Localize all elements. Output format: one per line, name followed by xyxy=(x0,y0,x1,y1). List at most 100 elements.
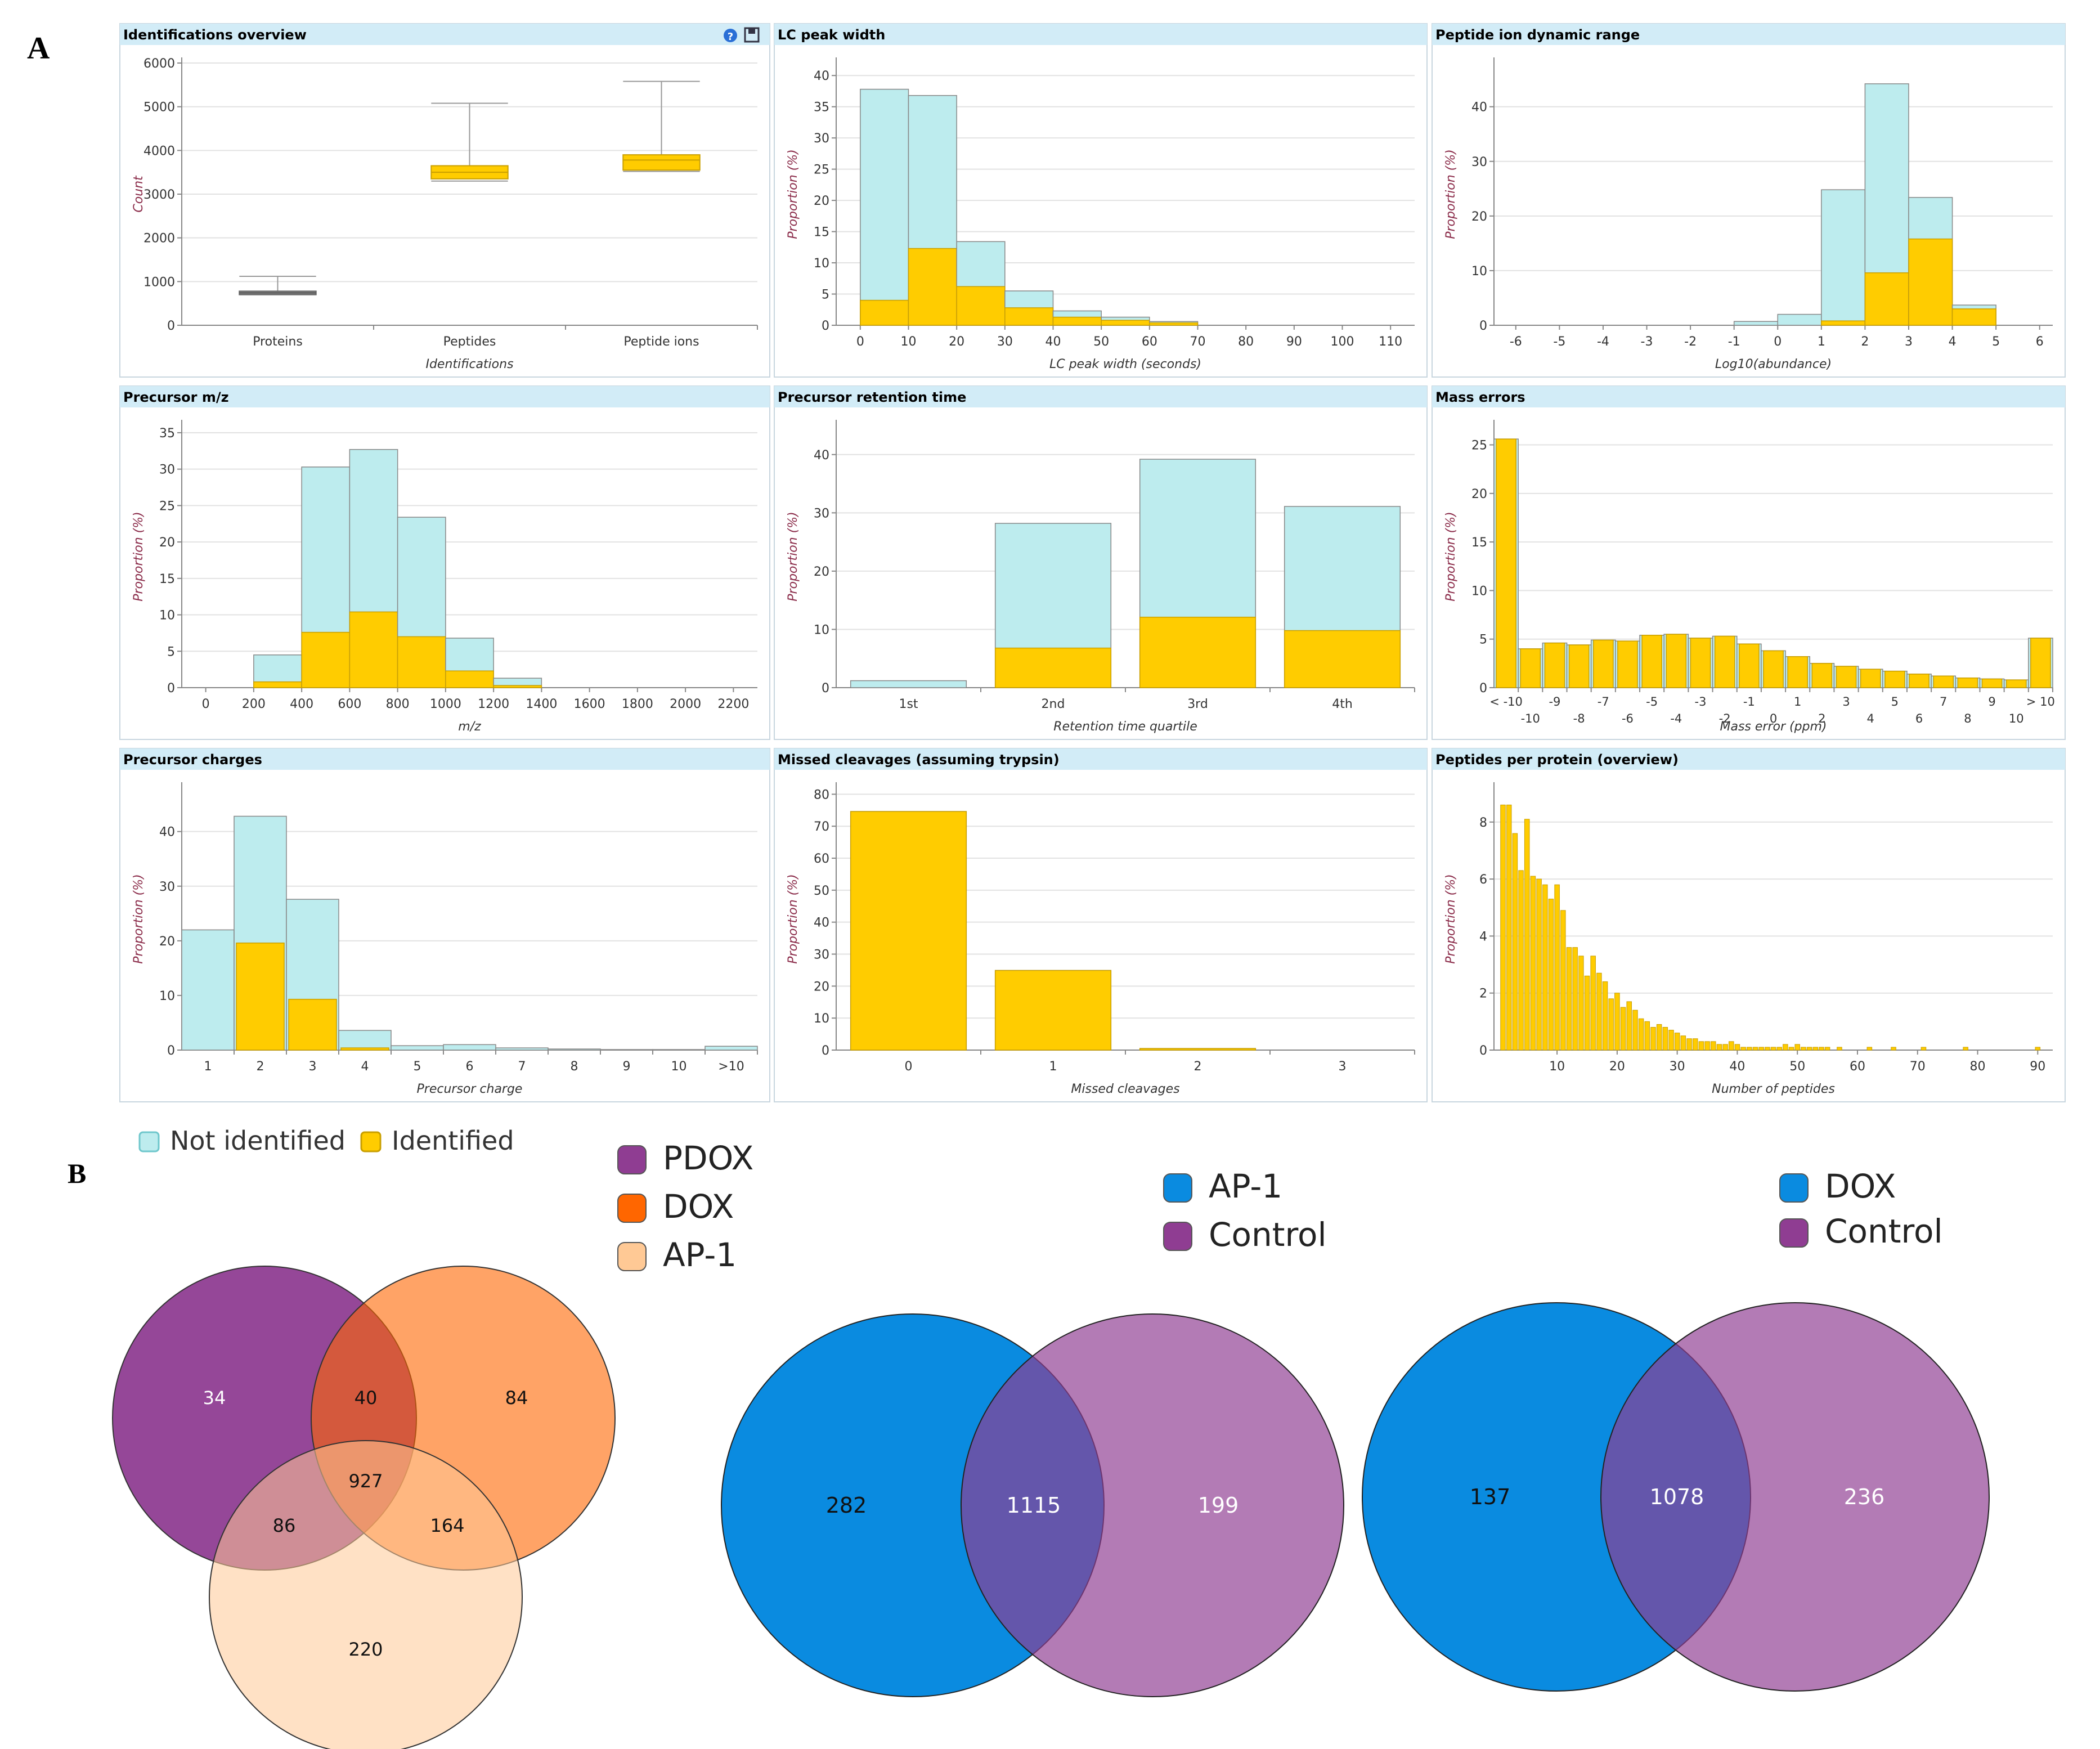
bar-identified xyxy=(1812,1047,1819,1051)
venn3-ap1-only: 220 xyxy=(348,1639,383,1660)
bar-identified xyxy=(2030,638,2051,688)
venn2-control-only: 199 xyxy=(1198,1493,1239,1518)
x-tick-label: -7 xyxy=(1598,695,1609,708)
x-axis-label: Precursor charge xyxy=(417,1082,523,1096)
bar-identified xyxy=(1920,1047,1927,1051)
chart-identifications: Identifications overview ? 0 1000 2000 3000 40… xyxy=(119,23,770,378)
bar-identified xyxy=(1752,1047,1758,1051)
bar-identified xyxy=(1512,833,1518,1051)
venn-circle-ap1 xyxy=(209,1440,523,1749)
x-tick-label: 30 xyxy=(997,335,1013,349)
bar-identified xyxy=(1524,819,1530,1051)
x-tick-label: 20 xyxy=(949,335,964,349)
x-tick-label: < -10 xyxy=(1489,695,1523,708)
y-tick-label: 35 xyxy=(159,427,175,441)
x-axis-label: Retention time quartile xyxy=(1053,720,1197,734)
bar-identified xyxy=(1518,870,1524,1051)
x-tick-label: 2nd xyxy=(1042,697,1065,711)
x-tick-label: -1 xyxy=(1728,335,1740,349)
bar-identified xyxy=(994,970,1112,1051)
x-tick-label: 7 xyxy=(518,1060,526,1074)
venn-three-set: 34 40 84 927 86 164 220 xyxy=(112,1266,616,1749)
bar-identified xyxy=(1149,322,1199,326)
x-tick-label: -4 xyxy=(1597,335,1609,349)
x-tick-label: 7 xyxy=(1940,695,1947,708)
chart-header xyxy=(120,748,770,770)
x-tick-label: 2 xyxy=(1818,712,1825,725)
bar-identified xyxy=(1821,320,1866,326)
bar-identified xyxy=(2035,1047,2041,1051)
x-tick-label: 1 xyxy=(1794,695,1801,708)
y-tick-label: 10 xyxy=(1471,264,1487,279)
bar-identified xyxy=(1608,998,1614,1051)
bar-identified xyxy=(1596,972,1602,1051)
x-tick-label: 1st xyxy=(899,697,918,711)
y-tick-label: 10 xyxy=(1471,584,1487,598)
bar-not-identified xyxy=(391,1045,444,1051)
x-tick-label: 0 xyxy=(1770,712,1777,725)
bar-identified xyxy=(1716,1044,1722,1051)
x-tick-label: 30 xyxy=(1670,1060,1685,1074)
chart-header xyxy=(120,24,770,45)
x-tick-label: -2 xyxy=(1684,335,1697,349)
venn2-both: 1115 xyxy=(1007,1493,1061,1518)
y-tick-label: 25 xyxy=(159,499,175,513)
figure-label-a: A xyxy=(27,31,50,66)
bar-not-identified xyxy=(860,88,909,326)
chart-header xyxy=(774,748,1427,770)
bar-identified xyxy=(1617,640,1638,688)
help-icon: ? xyxy=(724,29,737,43)
y-tick-label: 6000 xyxy=(143,57,175,71)
bar-identified xyxy=(1692,1038,1698,1051)
chart-title: Peptides per protein (overview) xyxy=(1435,752,1679,768)
bar-identified xyxy=(1638,1018,1644,1051)
venn3-dox-ap1: 164 xyxy=(430,1515,464,1536)
venn3-pdox-dox: 40 xyxy=(355,1387,378,1409)
identified-legend: Not identified Identified xyxy=(138,1125,514,1156)
bar-identified xyxy=(994,647,1112,688)
bar-identified xyxy=(1933,675,1954,688)
x-tick-label: 6 xyxy=(1915,712,1923,725)
venn-legend-label: Control xyxy=(1825,1212,1943,1250)
bar-identified xyxy=(1824,1047,1830,1051)
bar-not-identified xyxy=(1821,189,1866,326)
bar-identified xyxy=(493,685,542,688)
qc-charts-grid: Identifications overview ?010002000300040… xyxy=(119,23,2066,1102)
x-tick-label: 3rd xyxy=(1187,697,1208,711)
x-tick-label: 40 xyxy=(1729,1060,1745,1074)
y-tick-label: 30 xyxy=(814,948,829,962)
bar-identified xyxy=(1620,1007,1626,1051)
y-tick-label: 15 xyxy=(159,572,175,586)
x-tick-label: -6 xyxy=(1622,712,1634,725)
venn-legend-swatch xyxy=(1779,1173,1809,1203)
venn-circle-control-c xyxy=(1600,1302,1990,1692)
bar-identified xyxy=(1704,1041,1710,1051)
x-tick-label: 3 xyxy=(1905,335,1913,349)
bar-identified xyxy=(1662,1026,1668,1051)
x-tick-label: 100 xyxy=(1331,335,1354,349)
bar-identified xyxy=(1765,1047,1770,1051)
bar-identified xyxy=(253,681,302,688)
venn2c-dox-only: 137 xyxy=(1470,1485,1511,1509)
chart-header xyxy=(1432,748,2065,770)
bar-identified xyxy=(1668,1030,1674,1051)
chart-charges: Precursor charges 0 10 20 30 40 Proportion (%)… xyxy=(119,748,770,1102)
venn-legend-label: DOX xyxy=(1825,1167,1896,1205)
bar-identified xyxy=(1794,1044,1800,1051)
x-tick-label: 80 xyxy=(1238,335,1254,349)
chart-retention-time: Precursor retention time 0 10 20 30 40 Proport… xyxy=(774,385,1428,740)
venn-legend-label: AP-1 xyxy=(663,1236,737,1274)
y-tick-label: 2000 xyxy=(143,232,175,246)
x-tick-label: 4 xyxy=(361,1060,369,1074)
venn3-pdox-ap1: 86 xyxy=(273,1515,296,1536)
x-tick-label: > 10 xyxy=(2026,695,2055,708)
y-tick-label: 5000 xyxy=(143,101,175,115)
bar-identified xyxy=(1884,670,1905,688)
y-axis-label: Proportion (%) xyxy=(786,149,800,239)
y-tick-label: 30 xyxy=(159,880,175,894)
y-axis-label: Proportion (%) xyxy=(1444,149,1458,239)
x-axis-label: m/z xyxy=(458,720,481,734)
chart-title: Peptide ion dynamic range xyxy=(1435,27,1640,43)
bar-identified xyxy=(340,1047,389,1051)
